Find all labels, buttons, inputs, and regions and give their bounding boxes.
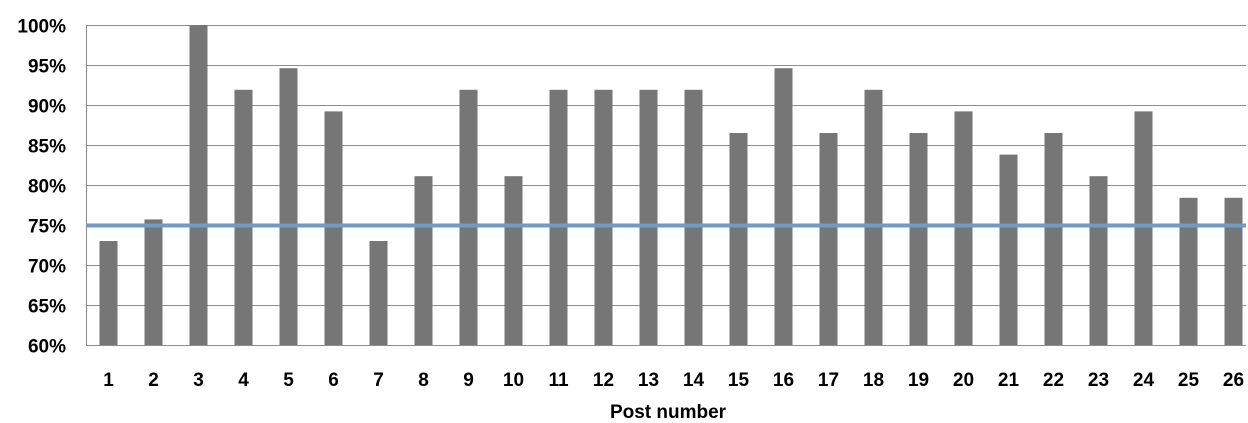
bar xyxy=(279,68,298,345)
bar xyxy=(1089,176,1108,345)
y-tick-label: 100% xyxy=(17,17,66,38)
bar xyxy=(999,154,1018,345)
y-tick-label: 85% xyxy=(28,137,66,158)
y-tick-label: 75% xyxy=(28,217,66,238)
y-tick-label: 70% xyxy=(28,257,66,278)
bar xyxy=(369,241,388,345)
x-tick-label: 13 xyxy=(638,370,659,391)
x-tick-label: 14 xyxy=(683,370,705,391)
bar xyxy=(459,89,478,345)
x-tick-label: 16 xyxy=(773,370,794,391)
bar xyxy=(234,89,253,345)
bar xyxy=(324,111,343,346)
bar xyxy=(1224,197,1243,345)
bar xyxy=(504,176,523,345)
x-tick-label: 7 xyxy=(373,370,384,391)
bar xyxy=(189,25,208,345)
x-tick-label: 8 xyxy=(418,370,429,391)
x-tick-label: 6 xyxy=(328,370,339,391)
x-tick-label: 15 xyxy=(728,370,750,391)
y-tick-label: 80% xyxy=(28,177,66,198)
x-tick-label: 26 xyxy=(1223,370,1244,391)
x-tick-label: 12 xyxy=(593,370,614,391)
bar xyxy=(639,89,658,345)
x-tick-label: 18 xyxy=(863,370,884,391)
x-tick-label: 2 xyxy=(148,370,159,391)
x-tick-label: 22 xyxy=(1043,370,1064,391)
x-tick-label: 19 xyxy=(908,370,929,391)
x-tick-label: 25 xyxy=(1178,370,1200,391)
x-tick-label: 4 xyxy=(238,370,249,391)
bar xyxy=(549,89,568,345)
y-tick-label: 95% xyxy=(28,57,66,78)
bar xyxy=(819,133,838,345)
x-tick-label: 21 xyxy=(998,370,1020,391)
bar xyxy=(414,176,433,345)
y-axis-tick-labels: 60% 65% 70% 75% 80% 85% 90% 95% 100% xyxy=(17,17,66,358)
bar xyxy=(729,133,748,345)
x-tick-label: 23 xyxy=(1088,370,1109,391)
bar xyxy=(1044,133,1063,345)
bar xyxy=(144,219,163,345)
x-tick-label: 1 xyxy=(103,370,114,391)
x-tick-label: 11 xyxy=(548,370,569,391)
x-tick-label: 20 xyxy=(953,370,974,391)
bar xyxy=(594,89,613,345)
x-tick-label: 17 xyxy=(818,370,839,391)
bar xyxy=(99,241,118,345)
y-tick-label: 65% xyxy=(28,297,66,318)
x-axis-tick-labels: 1 2 3 4 5 6 7 8 9 10 11 12 13 14 15 16 17 18 19 20 21 22 23 24 2… xyxy=(103,370,1244,391)
bar xyxy=(1134,111,1153,346)
x-tick-label: 9 xyxy=(463,370,474,391)
bar xyxy=(954,111,973,346)
x-tick-label: 10 xyxy=(503,370,524,391)
x-tick-label: 24 xyxy=(1133,370,1155,391)
gridlines xyxy=(86,25,1246,346)
x-tick-label: 3 xyxy=(193,370,204,391)
y-tick-label: 90% xyxy=(28,97,66,118)
x-tick-label: 5 xyxy=(283,370,294,391)
bar xyxy=(909,133,928,345)
bar xyxy=(864,89,883,345)
x-axis-title: Post number xyxy=(610,402,727,423)
bar xyxy=(774,68,793,345)
bar xyxy=(1179,197,1198,345)
bar xyxy=(684,89,703,345)
bars xyxy=(99,25,1243,346)
y-tick-label: 60% xyxy=(28,337,66,358)
